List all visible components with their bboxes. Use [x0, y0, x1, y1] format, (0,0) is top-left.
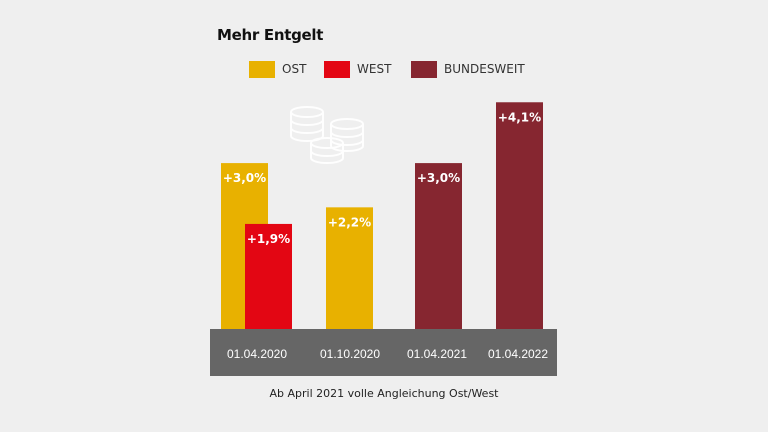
x-tick-label-1: 01.10.2020: [320, 347, 380, 361]
x-axis-band: [210, 329, 557, 376]
chart-title: Mehr Entgelt: [217, 26, 324, 44]
legend-item-ost: OST: [249, 60, 306, 78]
footnote: Ab April 2021 volle Angleichung Ost/West: [269, 387, 499, 400]
legend-swatch-bundesweit: [411, 60, 437, 78]
bar-ost-1: [326, 207, 373, 329]
x-tick-label-3: 01.04.2022: [488, 347, 548, 361]
legend-item-west: WEST: [324, 60, 391, 78]
data-label-ost-1: +2,2%: [328, 215, 371, 229]
bar-west-0: [245, 223, 292, 329]
bar-bundesweit-2: [415, 163, 462, 329]
legend-label-ost: OST: [282, 62, 307, 76]
data-label-bundesweit-3: +4,1%: [498, 110, 541, 124]
x-tick-label-2: 01.04.2021: [407, 347, 467, 361]
bar-bundesweit-3: [496, 102, 543, 330]
legend-swatch-ost: [249, 60, 275, 78]
legend-swatch-west: [324, 60, 350, 78]
legend-item-bundesweit: BUNDESWEIT: [411, 60, 525, 78]
coins-icon: [290, 106, 364, 164]
legend-label-bundesweit: BUNDESWEIT: [444, 62, 525, 76]
legend-label-west: WEST: [357, 62, 392, 76]
data-label-west-0: +1,9%: [247, 232, 290, 246]
data-label-bundesweit-2: +3,0%: [417, 171, 460, 185]
x-tick-label-0: 01.04.2020: [227, 347, 287, 361]
data-label-ost-0: +3,0%: [223, 171, 266, 185]
